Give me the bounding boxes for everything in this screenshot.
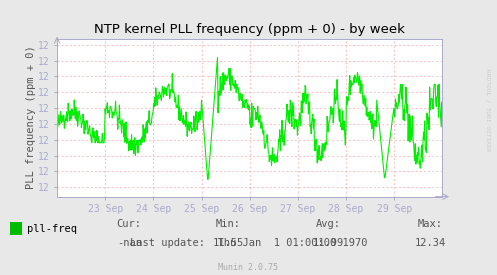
Text: pll-freq: pll-freq	[27, 224, 78, 234]
Text: RRDTOOL / TOBI OETIKER: RRDTOOL / TOBI OETIKER	[486, 69, 491, 151]
Y-axis label: PLL frequency (ppm + 0): PLL frequency (ppm + 0)	[26, 46, 36, 189]
Text: 11.99: 11.99	[313, 238, 343, 248]
Text: Min:: Min:	[216, 219, 241, 229]
Text: 12.34: 12.34	[414, 238, 445, 248]
Text: Last update:  Thu Jan  1 01:00:00 1970: Last update: Thu Jan 1 01:00:00 1970	[130, 238, 367, 248]
Text: -nan: -nan	[117, 238, 142, 248]
Title: NTP kernel PLL frequency (ppm + 0) - by week: NTP kernel PLL frequency (ppm + 0) - by …	[94, 23, 405, 36]
Text: Cur:: Cur:	[117, 219, 142, 229]
Text: 11.55: 11.55	[213, 238, 244, 248]
Text: Max:: Max:	[417, 219, 442, 229]
Text: Munin 2.0.75: Munin 2.0.75	[219, 263, 278, 271]
Text: Avg:: Avg:	[316, 219, 340, 229]
